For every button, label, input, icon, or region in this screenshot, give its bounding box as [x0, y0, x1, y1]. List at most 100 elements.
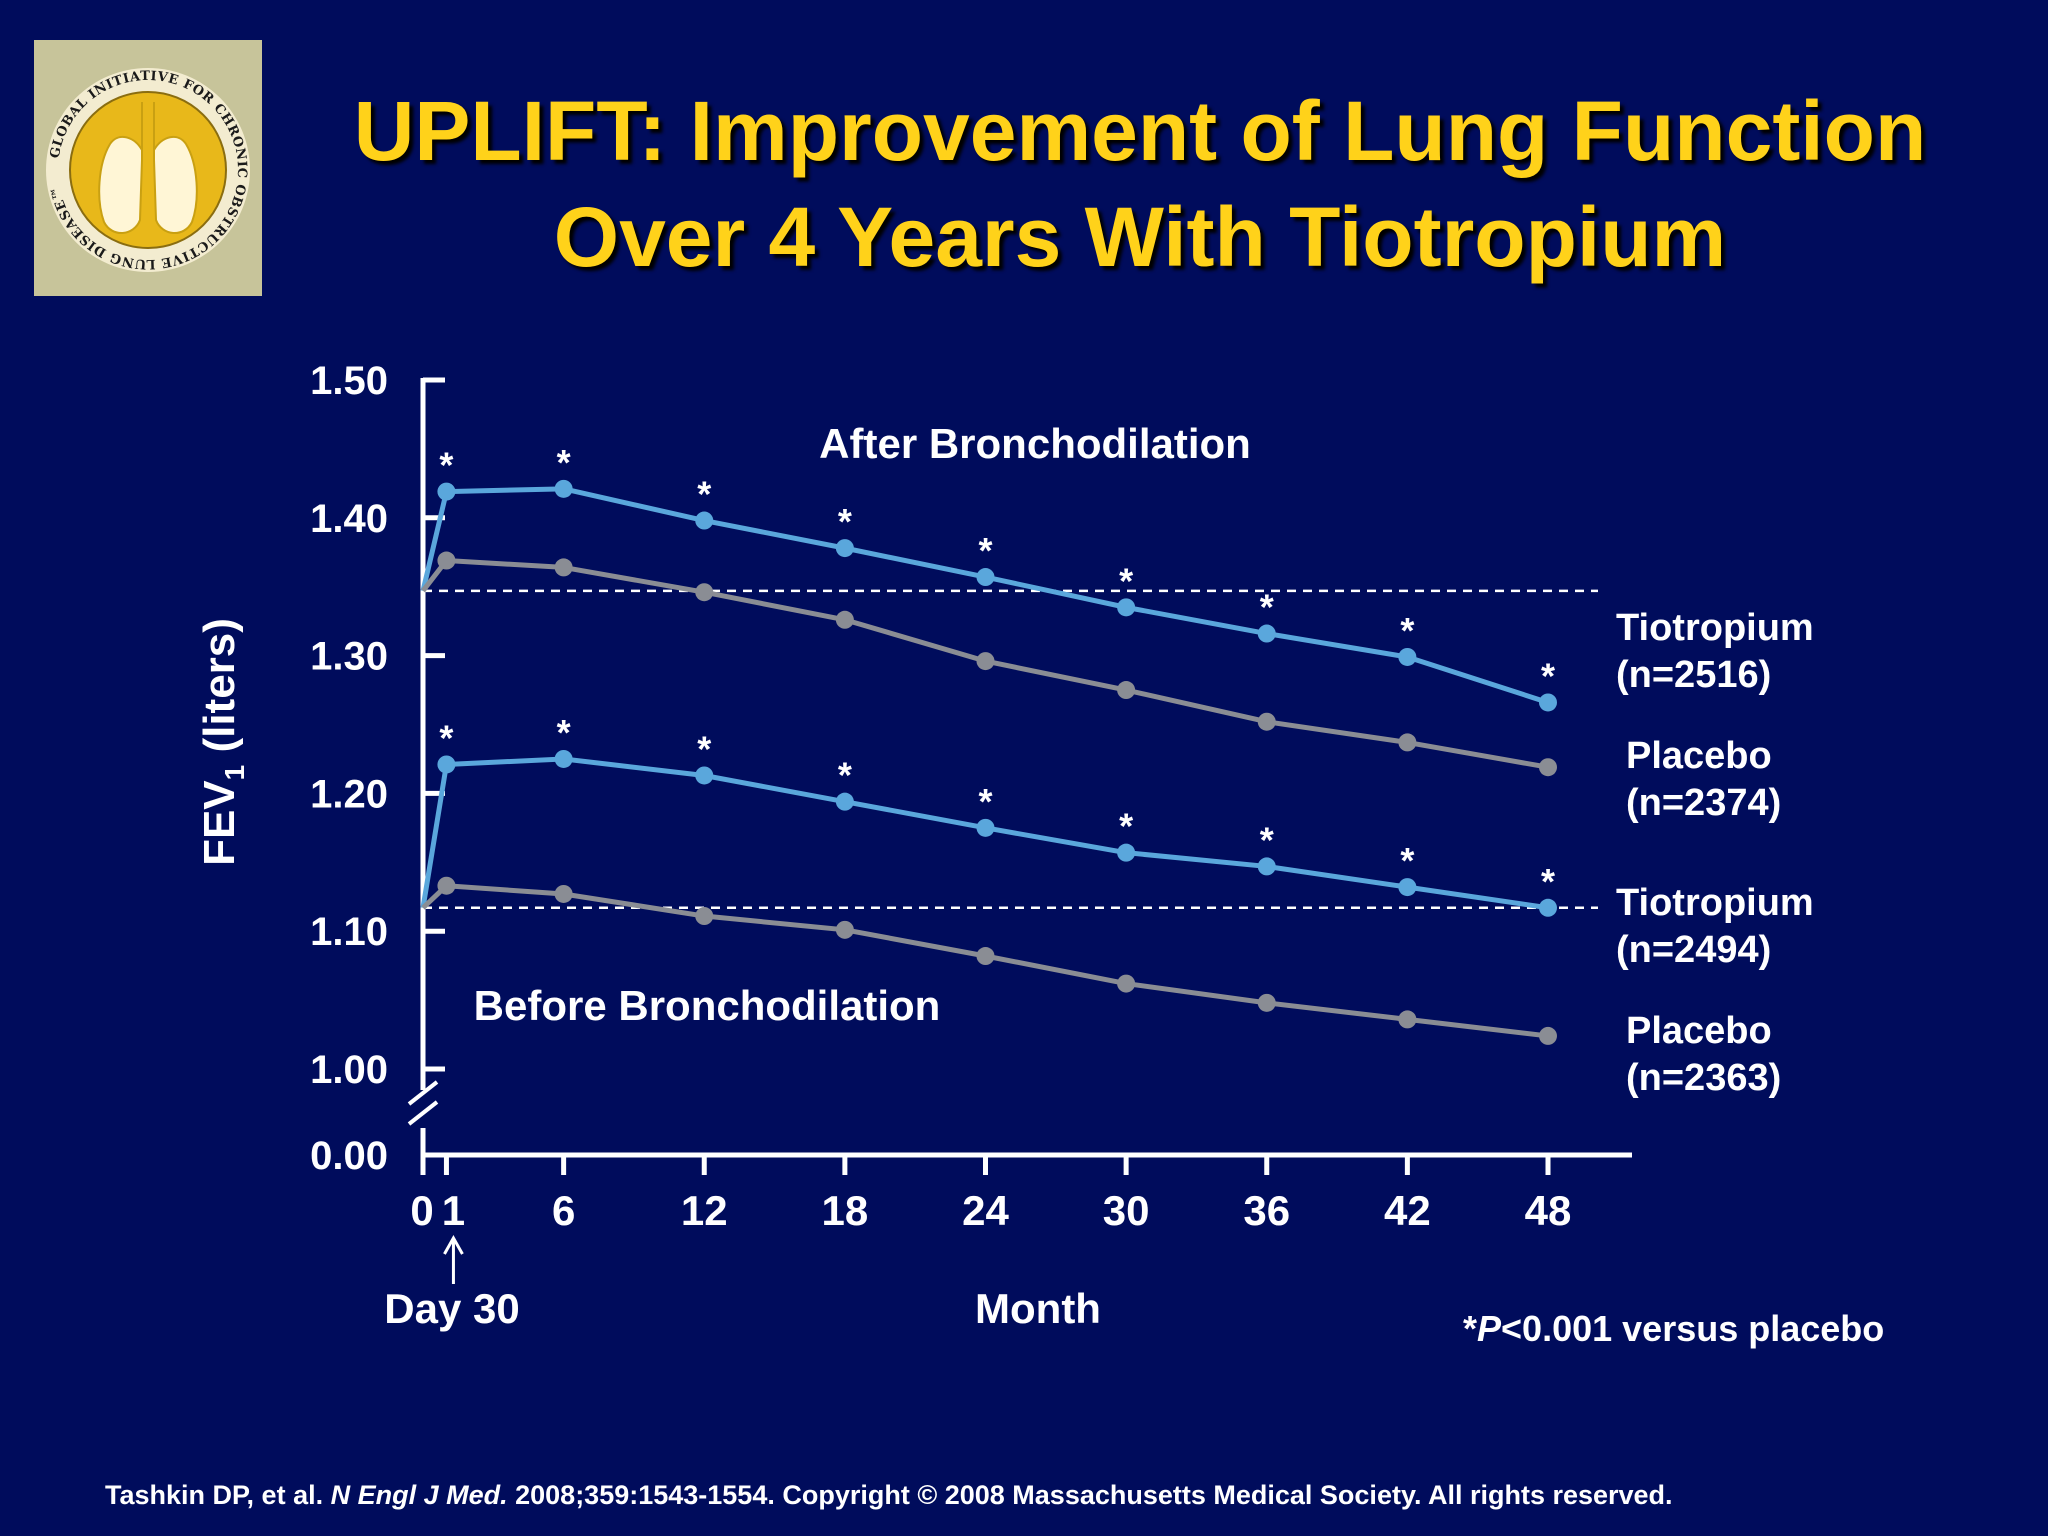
data-point-after-tiotropium — [835, 539, 854, 558]
baseline-lines — [423, 589, 1598, 910]
citation: Tashkin DP, et al. N Engl J Med. 2008;35… — [105, 1480, 1673, 1510]
title-line-1: UPLIFT: Improvement of Lung Function — [353, 84, 1927, 178]
data-point-after-placebo — [437, 551, 456, 570]
series-before-placebo: Placebo (n=2363) — [421, 876, 1781, 1099]
x-tick-label: 48 — [1525, 1187, 1572, 1234]
x-tick-label: 18 — [822, 1187, 869, 1234]
chart-series: * * * * * * * * * Tiotropium (n=2516) Placebo (n=237… — [420, 442, 1814, 1099]
legend-name-before-placebo: Placebo — [1626, 1010, 1772, 1052]
legend-name-after-tiotropium: Tiotropium — [1616, 607, 1814, 649]
footnote: *P<0.001 versus placebo — [1463, 1308, 1884, 1349]
data-point-after-placebo — [1117, 681, 1136, 700]
series-after-placebo: Placebo (n=2374) — [421, 551, 1781, 824]
annotation-after-bronchodilation: After Bronchodilation — [819, 420, 1251, 467]
significance-marker: * — [978, 530, 992, 571]
legend-name-after-placebo: Placebo — [1626, 735, 1772, 777]
data-point-after-tiotropium — [1257, 624, 1276, 643]
legend-n-after-tiotropium: (n=2516) — [1616, 654, 1771, 696]
x-axis-label: Month — [975, 1285, 1101, 1332]
data-point-after-tiotropium — [1398, 647, 1417, 666]
data-point-after-tiotropium — [695, 511, 714, 530]
x-tick-label: 6 — [552, 1187, 575, 1234]
x-tick-label: 12 — [681, 1187, 728, 1234]
significance-marker: * — [697, 474, 711, 515]
data-point-before-placebo — [437, 876, 456, 895]
significance-marker: * — [838, 755, 852, 796]
data-point-after-placebo — [1398, 733, 1417, 752]
data-point-before-tiotropium — [1257, 857, 1276, 876]
data-point-after-placebo — [554, 558, 573, 577]
data-point-before-placebo — [695, 907, 714, 926]
data-point-before-tiotropium — [835, 792, 854, 811]
x-tick-label: 0 — [410, 1187, 433, 1234]
data-point-before-placebo — [1117, 974, 1136, 993]
series-before-tiotropium: * * * * * * * * * Tiotropium (n=2494) — [420, 712, 1814, 971]
data-point-after-placebo — [976, 652, 995, 671]
day30-label: Day 30 — [384, 1285, 519, 1332]
gold-logo: GLOBAL INITIATIVE FOR CHRONIC OBSTRUCTIV… — [34, 40, 262, 296]
legend-name-before-tiotropium: Tiotropium — [1616, 882, 1814, 924]
y-tick-label: 1.50 — [310, 359, 388, 403]
significance-marker: * — [1260, 819, 1274, 860]
y-axis-break-mark-2 — [407, 1100, 439, 1126]
data-point-before-tiotropium — [1117, 843, 1136, 862]
data-point-after-tiotropium — [437, 482, 456, 501]
chart-axes: 1.00 1.10 1.20 1.30 1.40 1.50 0.00 0 1 6 12 18 24 30 3… — [310, 359, 1632, 1284]
data-point-before-placebo — [835, 920, 854, 939]
lungs-icon — [98, 102, 198, 234]
y-axis-label-subscript: 1 — [219, 765, 250, 781]
significance-marker: * — [557, 712, 571, 753]
data-point-after-tiotropium — [554, 479, 573, 498]
data-point-before-placebo — [1539, 1026, 1557, 1045]
title-line-2: Over 4 Years With Tiotropium — [553, 190, 1727, 284]
significance-marker: * — [1541, 655, 1555, 696]
y-axis-label: FEV1 (liters) — [195, 618, 250, 866]
x-tick-label: 1 — [442, 1187, 465, 1234]
data-point-after-tiotropium — [1117, 598, 1136, 617]
significance-marker: * — [1541, 861, 1555, 902]
significance-marker: * — [557, 442, 571, 483]
data-point-before-placebo — [1398, 1010, 1417, 1029]
data-point-before-tiotropium — [554, 749, 573, 768]
significance-marker: * — [838, 501, 852, 542]
x-tick-label: 36 — [1243, 1187, 1290, 1234]
data-point-after-tiotropium — [1539, 693, 1557, 712]
legend-n-after-placebo: (n=2374) — [1626, 782, 1781, 824]
significance-marker: * — [1400, 840, 1414, 881]
y-tick-label: 1.10 — [310, 910, 388, 954]
x-tick-label: 24 — [962, 1187, 1009, 1234]
x-tick-label: 30 — [1103, 1187, 1150, 1234]
data-point-before-tiotropium — [437, 755, 456, 774]
x-tick-label: 42 — [1384, 1187, 1431, 1234]
y-tick-label: 1.00 — [310, 1048, 388, 1092]
series-line-before-placebo — [421, 883, 1549, 1039]
data-point-before-placebo — [554, 884, 573, 903]
significance-marker: * — [439, 445, 453, 486]
legend-n-before-tiotropium: (n=2494) — [1616, 929, 1771, 971]
journal-name: N Engl J Med. — [330, 1480, 508, 1510]
y-tick-label-zero: 0.00 — [310, 1134, 388, 1178]
slide-title: UPLIFT: Improvement of Lung Function Ove… — [240, 78, 2040, 290]
series-line-before-tiotropium — [420, 756, 1549, 911]
series-line-after-tiotropium — [420, 486, 1549, 705]
data-point-before-placebo — [1257, 993, 1276, 1012]
data-point-before-tiotropium — [976, 818, 995, 837]
series-line-after-placebo — [421, 558, 1549, 770]
data-point-after-tiotropium — [976, 568, 995, 587]
data-point-after-placebo — [835, 610, 854, 629]
data-point-before-placebo — [976, 947, 995, 966]
y-tick-label: 1.40 — [310, 497, 388, 541]
y-axis-break-mark-1 — [407, 1080, 439, 1106]
significance-marker: * — [1260, 587, 1274, 628]
annotation-before-bronchodilation: Before Bronchodilation — [474, 982, 941, 1029]
data-point-after-placebo — [1257, 712, 1276, 731]
y-tick-label: 1.20 — [310, 772, 388, 816]
significance-marker: * — [697, 728, 711, 769]
data-point-before-tiotropium — [1398, 878, 1417, 897]
significance-marker: * — [978, 781, 992, 822]
significance-marker: * — [1400, 610, 1414, 651]
chart-labels: FEV1 (liters) Month Day 30 After Broncho… — [195, 420, 1884, 1349]
day30-arrow-head — [443, 1234, 464, 1255]
data-point-after-placebo — [1539, 758, 1557, 777]
